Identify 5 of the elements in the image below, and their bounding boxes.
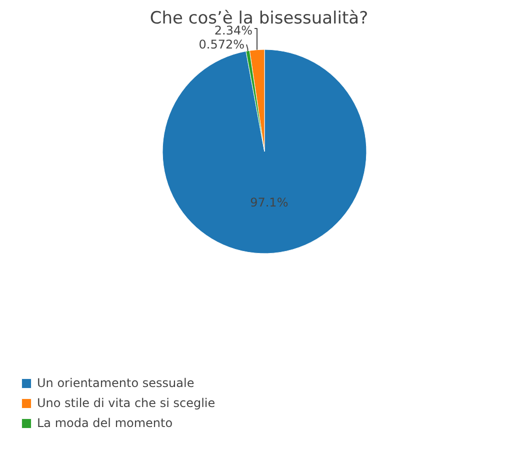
legend-label: La moda del momento bbox=[37, 416, 173, 430]
legend-label: Uno stile di vita che si sceglie bbox=[37, 396, 216, 410]
data-label: 97.1% bbox=[250, 195, 288, 210]
legend-label: Un orientamento sessuale bbox=[37, 376, 194, 390]
data-label: 0.572% bbox=[198, 38, 245, 52]
